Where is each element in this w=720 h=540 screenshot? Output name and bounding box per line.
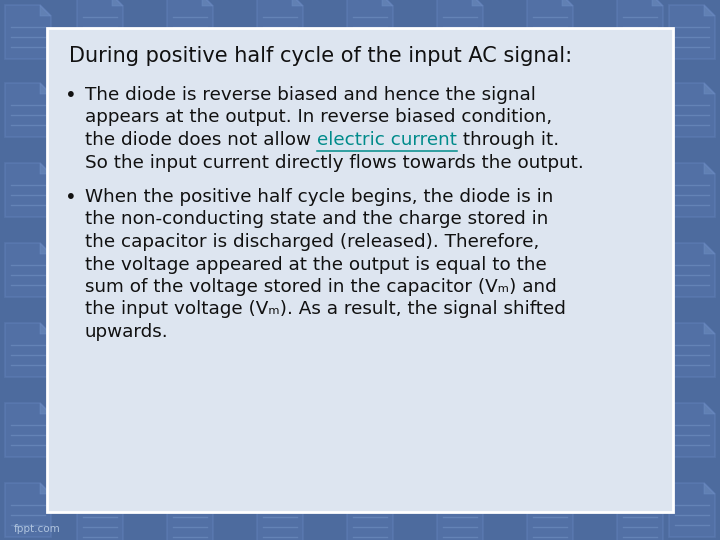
Polygon shape <box>112 0 123 6</box>
Polygon shape <box>527 495 573 540</box>
Polygon shape <box>704 403 715 414</box>
Text: The diode is reverse biased and hence the signal: The diode is reverse biased and hence th… <box>85 86 536 104</box>
Text: •: • <box>65 86 77 105</box>
Polygon shape <box>704 5 715 16</box>
Polygon shape <box>40 5 51 16</box>
Polygon shape <box>5 163 51 217</box>
Polygon shape <box>704 163 715 174</box>
Polygon shape <box>704 83 715 94</box>
Polygon shape <box>77 0 123 49</box>
Polygon shape <box>652 0 663 6</box>
Polygon shape <box>5 5 51 59</box>
Polygon shape <box>437 495 483 540</box>
Polygon shape <box>5 403 51 457</box>
Polygon shape <box>472 495 483 506</box>
Polygon shape <box>40 83 51 94</box>
Polygon shape <box>40 243 51 254</box>
Polygon shape <box>40 163 51 174</box>
Polygon shape <box>347 495 393 540</box>
Text: When the positive half cycle begins, the diode is in: When the positive half cycle begins, the… <box>85 188 554 206</box>
Polygon shape <box>669 243 715 297</box>
Polygon shape <box>5 243 51 297</box>
Text: •: • <box>65 188 77 207</box>
Polygon shape <box>704 483 715 494</box>
Polygon shape <box>704 323 715 334</box>
Text: appears at the output. In reverse biased condition,: appears at the output. In reverse biased… <box>85 109 552 126</box>
FancyBboxPatch shape <box>47 28 673 512</box>
Polygon shape <box>77 495 123 540</box>
Polygon shape <box>669 403 715 457</box>
Text: the voltage appeared at the output is equal to the: the voltage appeared at the output is eq… <box>85 255 546 273</box>
Polygon shape <box>257 495 303 540</box>
Polygon shape <box>617 0 663 49</box>
Polygon shape <box>617 495 663 540</box>
Polygon shape <box>562 0 573 6</box>
Polygon shape <box>202 0 213 6</box>
Text: fppt.com: fppt.com <box>14 524 60 534</box>
Polygon shape <box>40 483 51 494</box>
Polygon shape <box>669 323 715 377</box>
Text: sum of the voltage stored in the capacitor (Vₘ) and: sum of the voltage stored in the capacit… <box>85 278 557 296</box>
Polygon shape <box>472 0 483 6</box>
Polygon shape <box>437 0 483 49</box>
Polygon shape <box>202 495 213 506</box>
Polygon shape <box>704 243 715 254</box>
Polygon shape <box>112 495 123 506</box>
Polygon shape <box>292 0 303 6</box>
Polygon shape <box>669 163 715 217</box>
Polygon shape <box>5 83 51 137</box>
Polygon shape <box>257 0 303 49</box>
Text: through it.: through it. <box>457 131 559 149</box>
Text: the input voltage (Vₘ). As a result, the signal shifted: the input voltage (Vₘ). As a result, the… <box>85 300 566 319</box>
Text: the non-conducting state and the charge stored in: the non-conducting state and the charge … <box>85 211 549 228</box>
Polygon shape <box>5 323 51 377</box>
Polygon shape <box>5 483 51 537</box>
Polygon shape <box>347 0 393 49</box>
Text: During positive half cycle of the input AC signal:: During positive half cycle of the input … <box>69 46 572 66</box>
Polygon shape <box>40 323 51 334</box>
Polygon shape <box>652 495 663 506</box>
Polygon shape <box>167 495 213 540</box>
Polygon shape <box>292 495 303 506</box>
Polygon shape <box>40 403 51 414</box>
Polygon shape <box>669 83 715 137</box>
Polygon shape <box>669 483 715 537</box>
Text: upwards.: upwards. <box>85 323 168 341</box>
Text: electric current: electric current <box>317 131 457 149</box>
Polygon shape <box>562 495 573 506</box>
Polygon shape <box>167 0 213 49</box>
Text: the capacitor is discharged (released). Therefore,: the capacitor is discharged (released). … <box>85 233 539 251</box>
Polygon shape <box>382 495 393 506</box>
Polygon shape <box>382 0 393 6</box>
Text: the diode does not allow: the diode does not allow <box>85 131 317 149</box>
Polygon shape <box>527 0 573 49</box>
Text: So the input current directly flows towards the output.: So the input current directly flows towa… <box>85 153 584 172</box>
Polygon shape <box>669 5 715 59</box>
